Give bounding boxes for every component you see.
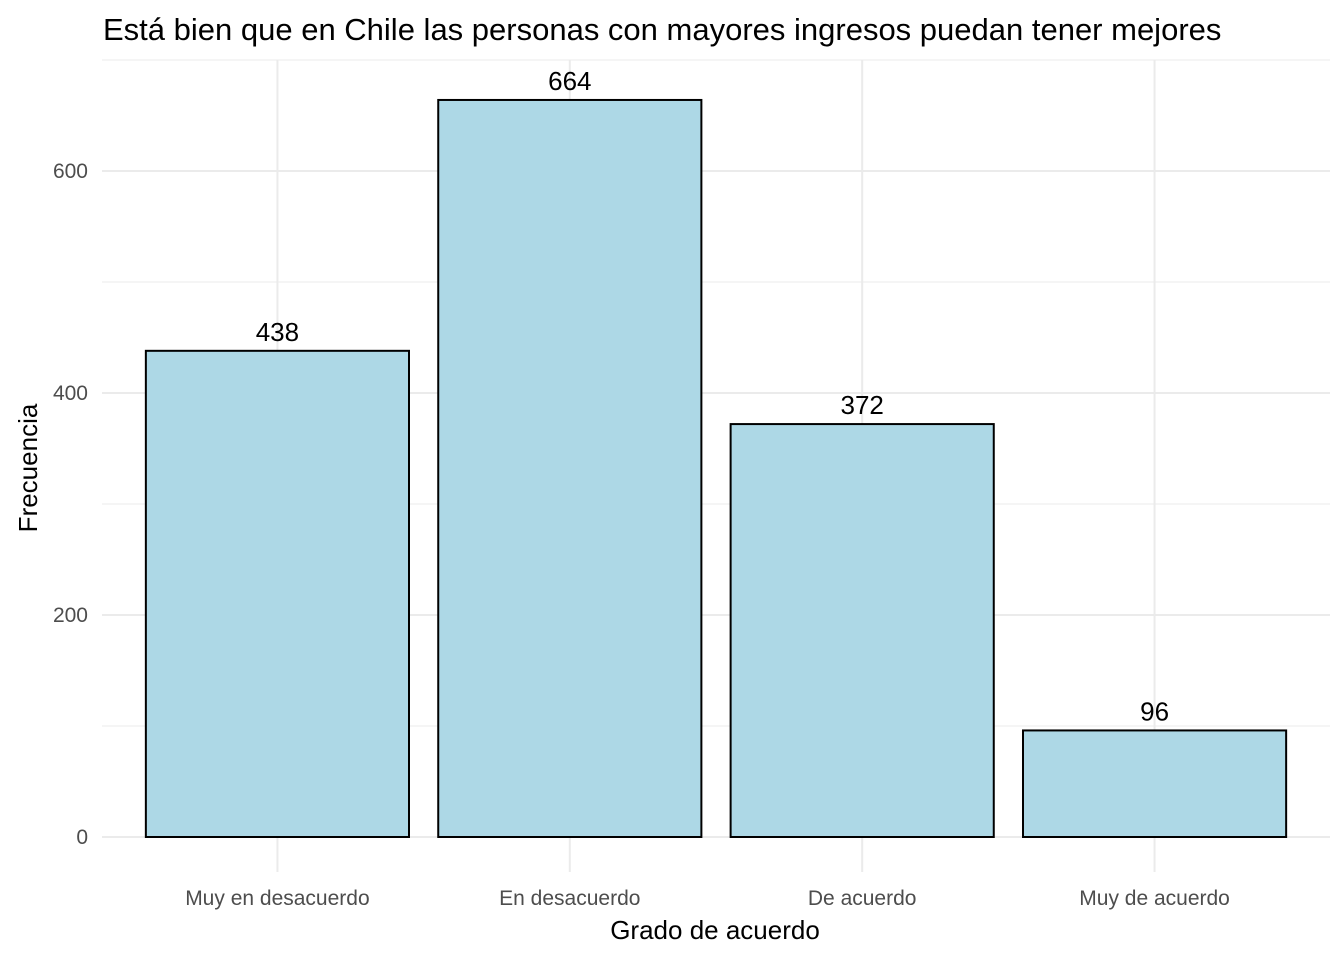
x-tick-label: Muy en desacuerdo bbox=[185, 887, 369, 910]
y-tick-label: 200 bbox=[53, 604, 88, 627]
bar bbox=[729, 423, 995, 838]
x-tick-label: De acuerdo bbox=[808, 887, 917, 910]
bar bbox=[144, 349, 410, 838]
bar bbox=[1022, 729, 1288, 838]
x-tick-labels: Muy en desacuerdo En desacuerdo De acuerdo… bbox=[185, 887, 1230, 910]
bar-value-label: 438 bbox=[256, 317, 299, 347]
bar bbox=[437, 98, 703, 838]
y-tick-labels: 0 200 400 600 bbox=[53, 160, 88, 849]
x-axis-title: Grado de acuerdo bbox=[610, 915, 820, 945]
bars-group bbox=[144, 98, 1288, 838]
y-tick-label: 600 bbox=[53, 160, 88, 183]
bar-value-label: 664 bbox=[548, 66, 591, 96]
bar-labels-group: 438 664 372 96 bbox=[256, 66, 1169, 726]
x-tick-label: Muy de acuerdo bbox=[1079, 887, 1230, 910]
y-axis-title: Frecuencia bbox=[13, 403, 43, 532]
bar-value-label: 96 bbox=[1140, 696, 1169, 726]
x-tick-label: En desacuerdo bbox=[499, 887, 640, 910]
y-tick-label: 400 bbox=[53, 382, 88, 405]
y-tick-label: 0 bbox=[76, 826, 88, 849]
bar-value-label: 372 bbox=[840, 390, 883, 420]
chart-title: Está bien que en Chile las personas con … bbox=[103, 12, 1221, 47]
